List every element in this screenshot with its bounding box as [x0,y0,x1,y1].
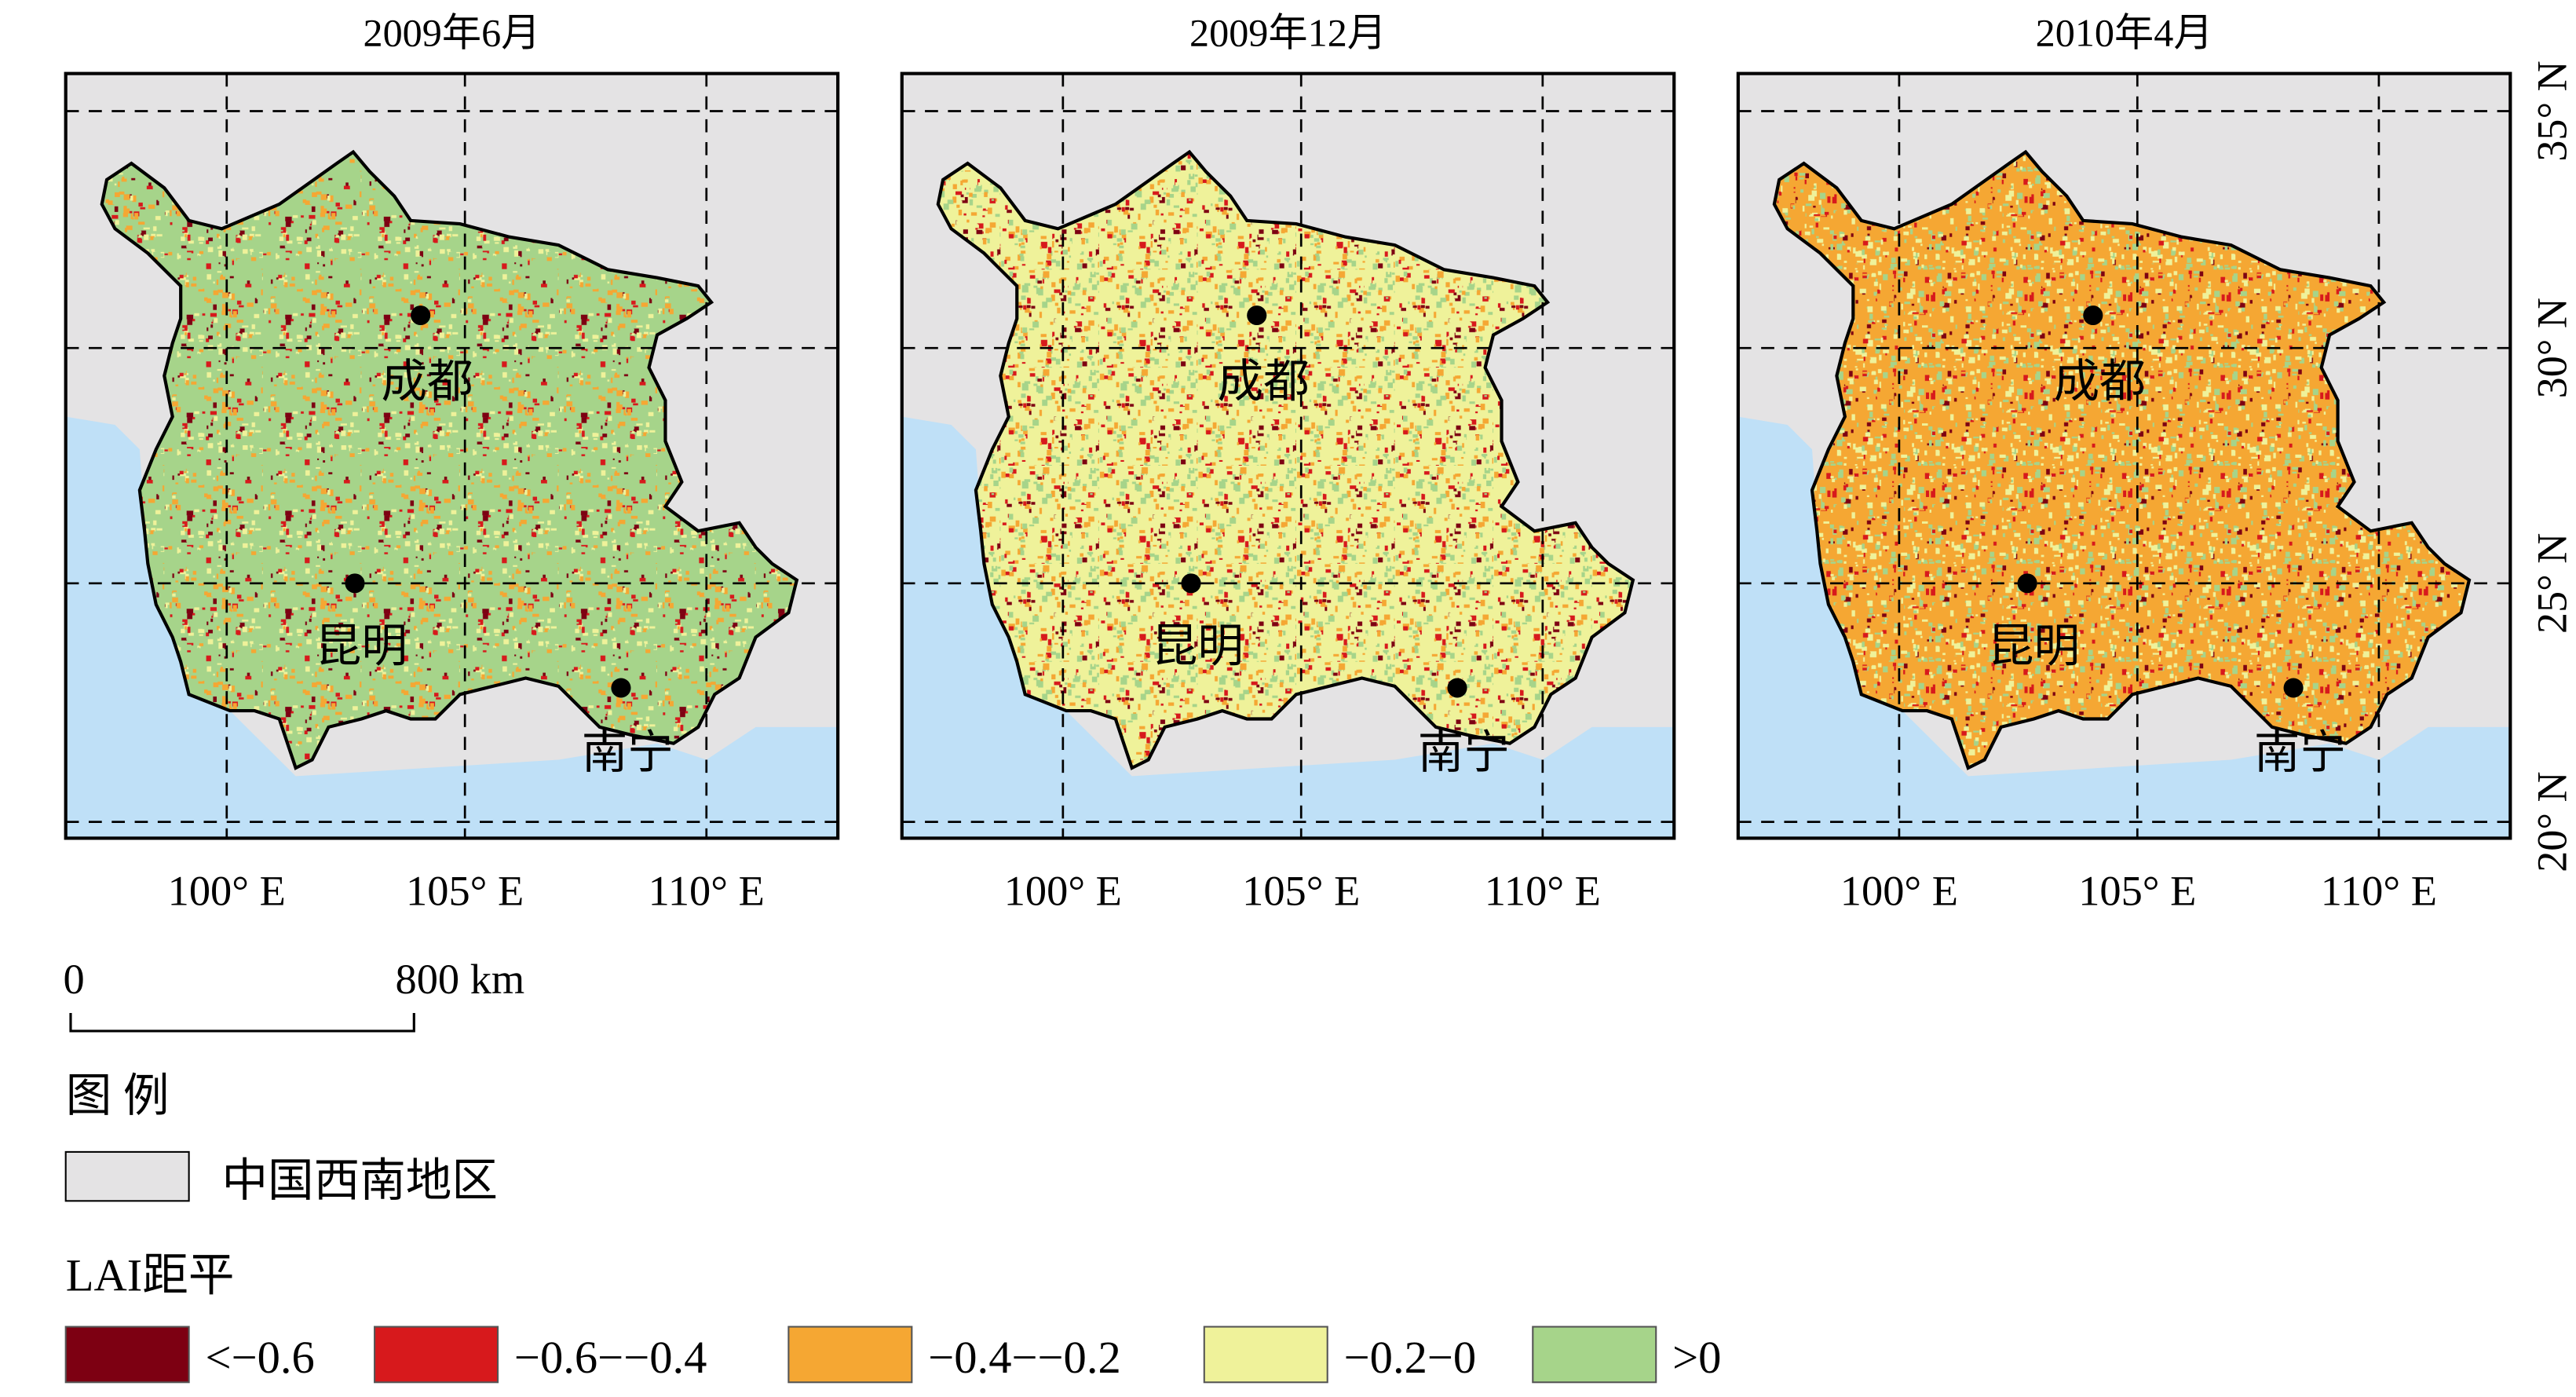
lon-label: 110° E [1485,868,1601,915]
panel-title: 2009年6月 [363,10,540,54]
legend-lai-title: LAI距平 [66,1250,235,1301]
city-label: 南宁 [582,727,674,778]
lat-label: 20° N [2528,771,2575,872]
legend-swatch [787,1326,913,1384]
city-marker [1447,678,1467,698]
lon-label: 110° E [649,868,765,915]
city-label: 南宁 [2254,727,2346,778]
city-marker [345,573,365,594]
city-label: 昆明 [316,621,407,672]
panel-frame [900,71,1676,840]
city-label: 昆明 [1988,621,2080,672]
scale-start: 0 [64,956,85,1003]
city-label: 成都 [2054,357,2146,408]
lat-label: 35° N [2528,60,2575,161]
city-label: 成都 [381,357,473,408]
city-label: 南宁 [1418,727,1510,778]
lon-label: 100° E [1840,868,1958,915]
scale-bar [69,1013,415,1033]
lon-label: 105° E [2078,868,2196,915]
city-label: 昆明 [1152,621,1244,672]
legend-label: <−0.6 [206,1332,315,1383]
panel-title: 2010年4月 [2036,10,2213,54]
panel-frame [1736,71,2512,840]
city-label: 成都 [1218,357,1310,408]
lon-label: 100° E [1004,868,1122,915]
lat-label: 30° N [2528,298,2575,398]
lon-label: 110° E [2321,868,2437,915]
legend-label: −0.6−−0.4 [514,1332,707,1383]
city-marker [411,305,431,326]
legend-label: −0.4−−0.2 [928,1332,1121,1383]
legend-swatch [1532,1326,1657,1384]
legend-swatch [374,1326,499,1384]
city-marker [1247,305,1267,326]
ocean [1737,416,2511,839]
ocean [901,416,1675,839]
legend-region-label: 中国西南地区 [221,1155,497,1206]
ocean [65,416,839,839]
legend-label: >0 [1672,1332,1721,1383]
panel-title: 2009年12月 [1189,10,1387,54]
panel-frame [64,71,840,840]
city-marker [2017,573,2037,594]
scale-end: 800 km [396,956,525,1003]
city-marker [611,678,631,698]
city-marker [2083,305,2103,326]
legend-title: 图 例 [66,1070,170,1121]
legend-region-swatch [64,1150,190,1202]
lon-label: 100° E [168,868,286,915]
study-region [1772,149,2472,770]
lat-label: 25° N [2528,533,2575,634]
legend-swatch [1203,1326,1328,1384]
lon-label: 105° E [406,868,524,915]
study-region [100,149,799,770]
legend-label: −0.2−0 [1344,1332,1477,1383]
study-region [936,149,1635,770]
city-marker [1181,573,1201,594]
city-marker [2283,678,2304,698]
legend-swatch [64,1326,190,1384]
lon-label: 105° E [1242,868,1360,915]
